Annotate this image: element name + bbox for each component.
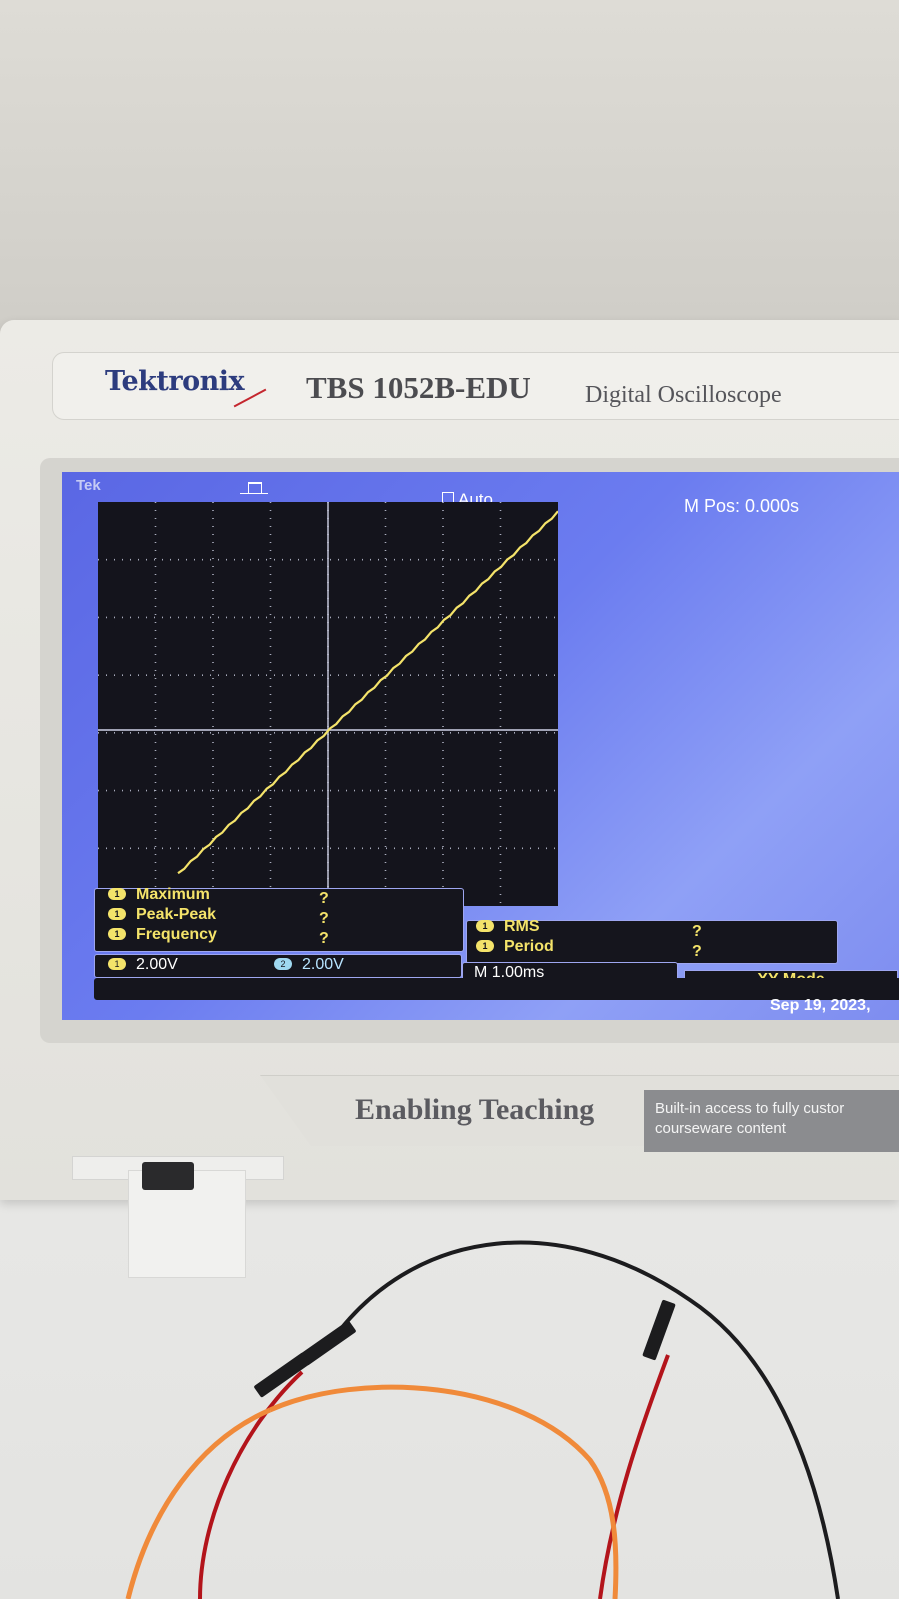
red-wire-right [598, 1354, 670, 1599]
jumper-connector [300, 1320, 356, 1366]
date-readout: Sep 19, 2023, [770, 997, 871, 1014]
measurement-label: Frequency [136, 926, 217, 943]
channel-1-badge: 1 [476, 940, 494, 952]
model-name: TBS 1052B-EDU [306, 370, 531, 405]
measurement-row: 1 RMS [476, 918, 540, 938]
timebase-readout: M 1.00ms [474, 964, 545, 981]
jumper-connector [642, 1299, 676, 1361]
channel-1-badge: 1 [476, 920, 494, 932]
graticule-svg [98, 502, 559, 906]
courseware-panel [644, 1090, 899, 1152]
slogan: Enabling Teaching [355, 1093, 595, 1126]
brand-strip [52, 352, 899, 420]
xy-trace [177, 510, 559, 875]
channel-1-badge: 1 [108, 888, 126, 900]
channel-2-scale: 2 2.00V [274, 956, 344, 974]
stand-clip [142, 1162, 194, 1190]
measurement-value: ? [319, 910, 329, 927]
measurement-value: ? [319, 890, 329, 907]
model-description: Digital Oscilloscope [585, 382, 782, 408]
channel-2-scale-value: 2.00V [302, 956, 344, 973]
black-wire [338, 1240, 840, 1599]
background-wall [0, 0, 899, 340]
orange-wire-left [125, 1407, 271, 1599]
channel-1-scale-value: 2.00V [136, 956, 178, 973]
channel-1-scale: 1 2.00V [108, 956, 178, 974]
date-bar [94, 978, 899, 1000]
channel-1-badge: 1 [108, 958, 126, 970]
measurement-value: ? [319, 930, 329, 947]
trigger-baseline [240, 493, 268, 494]
measurement-panel-left [94, 888, 464, 952]
measurement-value: ? [692, 943, 702, 960]
trigger-pulse-icon [248, 482, 262, 494]
orange-wire-right [268, 1384, 619, 1599]
channel-2-badge: 2 [274, 958, 292, 970]
measurement-label: RMS [504, 918, 540, 935]
red-wire-left [198, 1370, 304, 1599]
graticule [98, 502, 559, 906]
measurement-label: Peak-Peak [136, 906, 217, 923]
measurement-row: 1 Frequency [108, 926, 217, 946]
channel-1-badge: 1 [108, 908, 126, 920]
measurement-label: Period [504, 938, 554, 955]
measurement-row: 1 Period [476, 938, 554, 958]
channel-1-badge: 1 [108, 928, 126, 940]
measurement-label: Maximum [136, 886, 210, 903]
m-pos-readout: M Pos: 0.000s [684, 496, 800, 516]
tek-label: Tek [76, 477, 101, 494]
measurement-row: 1 Peak-Peak [108, 906, 216, 926]
measurement-row: 1 Maximum [108, 886, 210, 906]
jumper-connector [254, 1352, 310, 1398]
measurement-value: ? [692, 923, 702, 940]
brand-logo: Tektronix [105, 366, 245, 397]
courseware-text: Built-in access to fully custor coursewa… [655, 1100, 845, 1137]
oscilloscope-screen: Tek Auto M Pos: 0.000s 1 Maximum 1 Peak-Pe… [62, 472, 899, 1020]
